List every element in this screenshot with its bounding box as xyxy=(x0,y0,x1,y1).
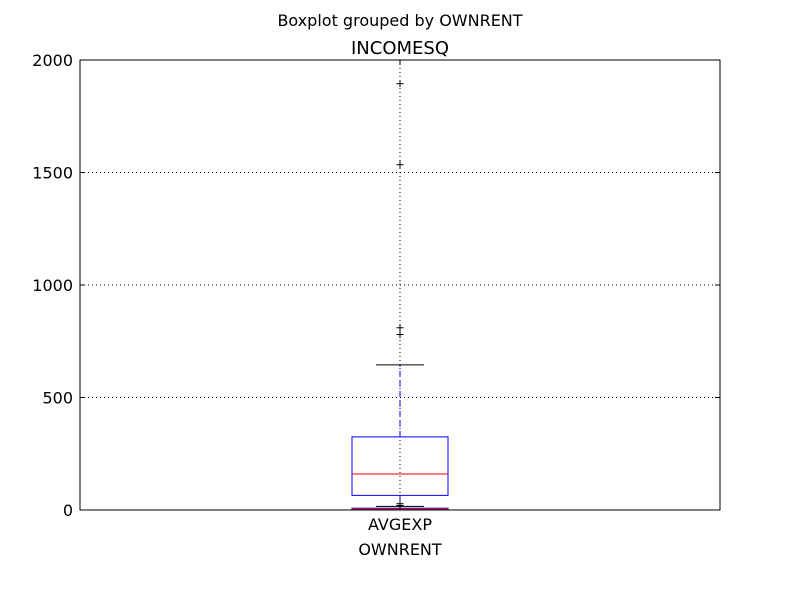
y-tick-label: 500 xyxy=(42,389,73,408)
axes-title: INCOMESQ xyxy=(351,38,449,59)
box-iqr xyxy=(351,436,449,496)
outlier-point xyxy=(396,80,404,88)
y-tick-label: 0 xyxy=(63,501,73,520)
x-tick-label: AVGEXP xyxy=(368,515,432,534)
outlier-point xyxy=(396,331,404,338)
x-axis-ticks: AVGEXP xyxy=(368,60,432,534)
y-tick-label: 1500 xyxy=(32,164,73,183)
y-axis-ticks: 0 500 1000 1500 2000 xyxy=(32,51,720,520)
x-axis-label: OWNRENT xyxy=(358,540,442,559)
outlier-point xyxy=(396,324,404,332)
y-tick-label: 1000 xyxy=(32,276,73,295)
outlier-point xyxy=(396,161,404,169)
figure-suptitle: Boxplot grouped by OWNRENT xyxy=(277,11,522,30)
y-tick-label: 2000 xyxy=(32,51,73,70)
